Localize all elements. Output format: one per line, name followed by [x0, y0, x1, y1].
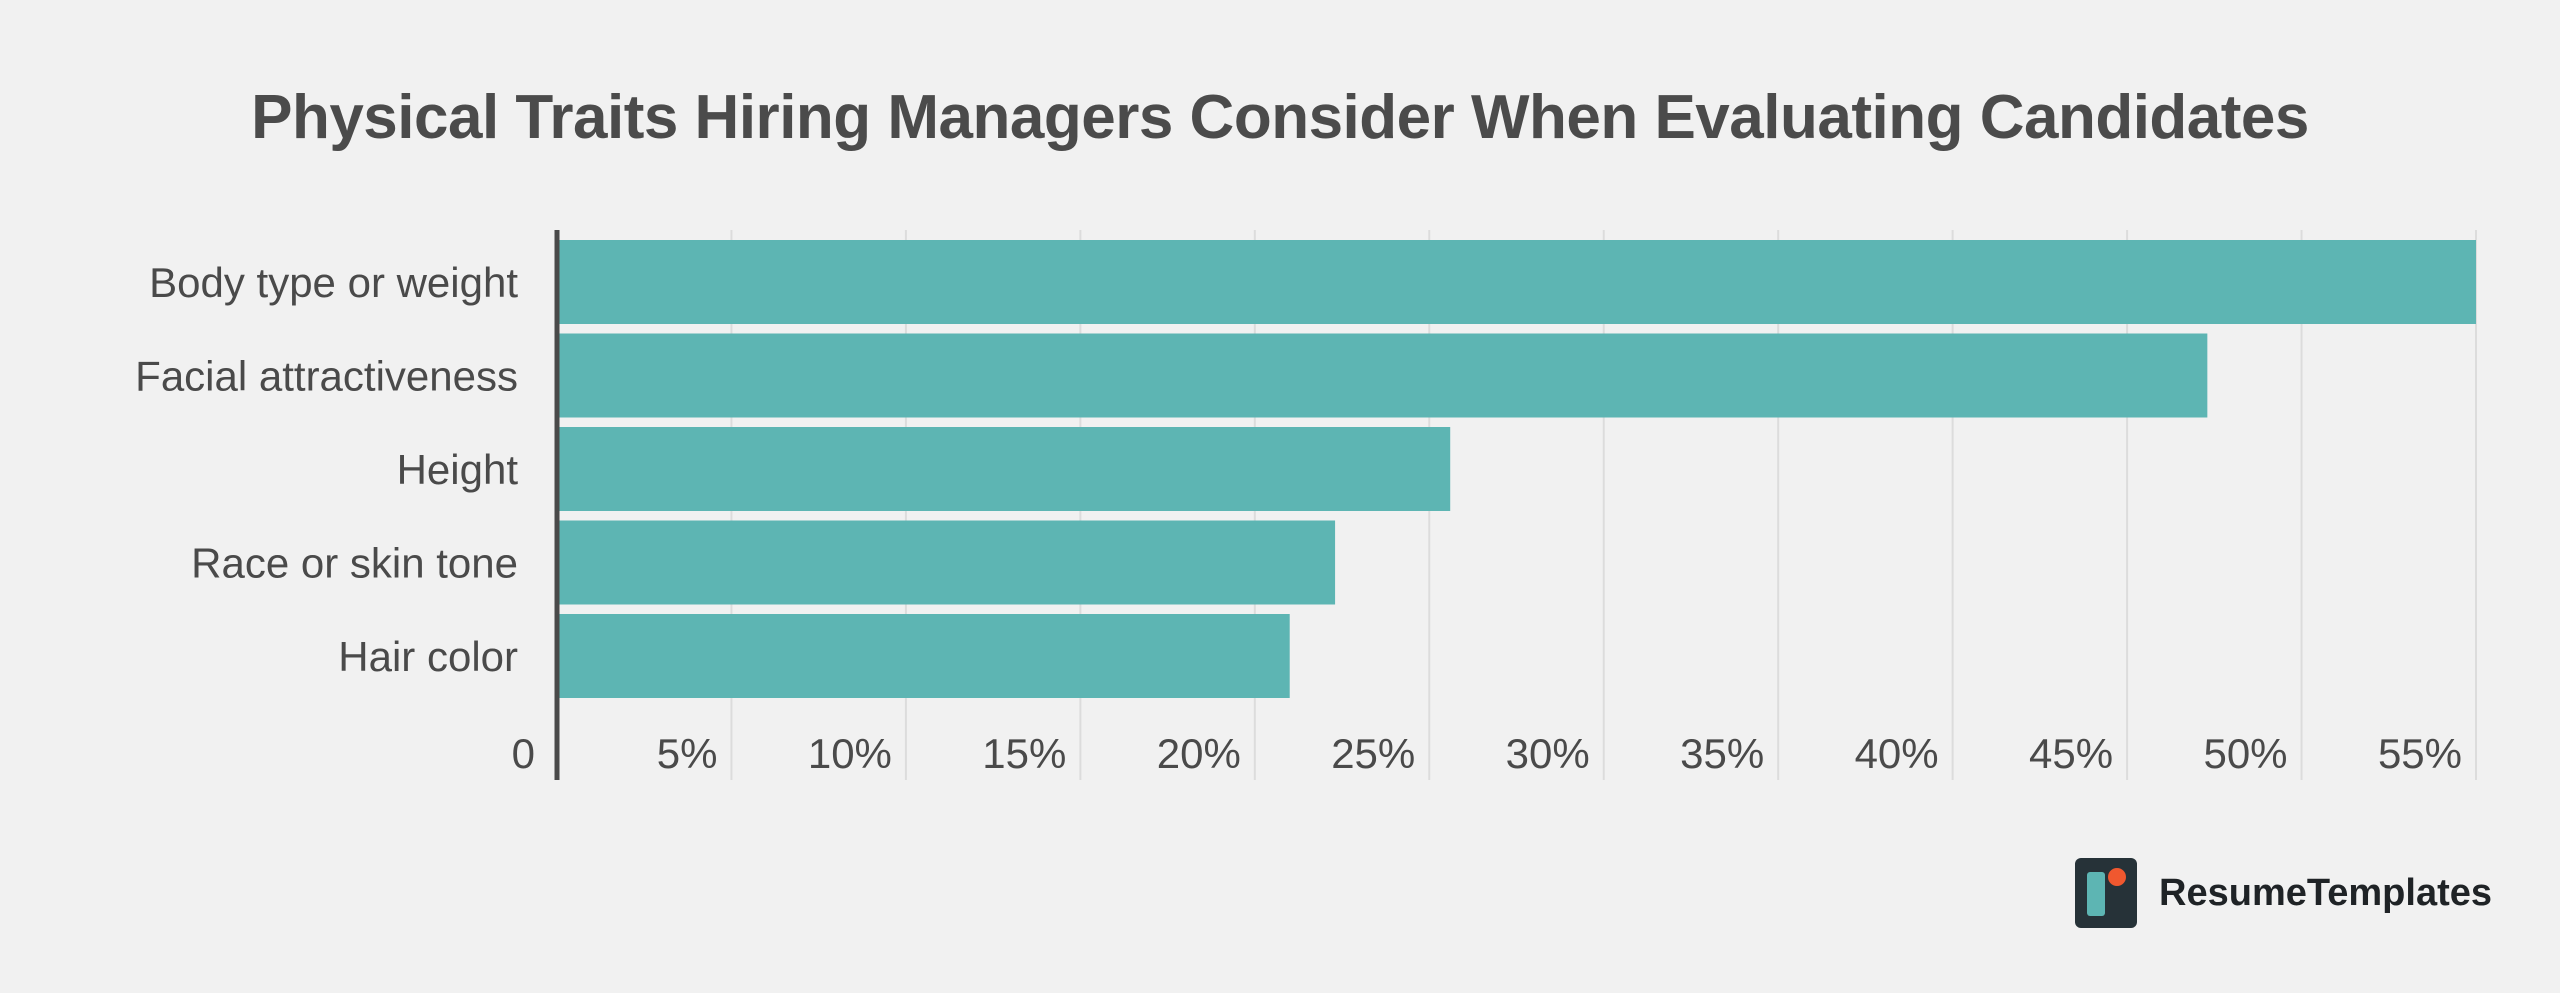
chart-title: Physical Traits Hiring Managers Consider…: [251, 83, 2309, 152]
category-label: Hair color: [338, 633, 518, 680]
bar: [557, 520, 1336, 605]
x-tick-label: 10%: [808, 730, 892, 777]
x-tick-label: 25%: [1331, 730, 1415, 777]
x-tick-label: 30%: [1506, 730, 1590, 777]
bar: [557, 427, 1451, 511]
x-tick-label: 50%: [2203, 730, 2287, 777]
x-tick-label: 45%: [2029, 730, 2113, 777]
x-tick-label: 55%: [2378, 730, 2462, 777]
bar: [557, 333, 2208, 418]
x-tick-label: 40%: [1855, 730, 1939, 777]
x-tick-label: 15%: [982, 730, 1066, 777]
x-tick-label: 5%: [657, 730, 718, 777]
brand-name: ResumeTemplates: [2159, 871, 2492, 914]
category-label: Body type or weight: [149, 259, 518, 306]
bar: [557, 240, 2476, 324]
brand: ResumeTemplates: [2075, 858, 2492, 928]
x-tick-label: 20%: [1157, 730, 1241, 777]
category-label: Race or skin tone: [191, 540, 518, 587]
category-label: Facial attractiveness: [135, 353, 518, 400]
x-tick-label: 0: [512, 730, 535, 777]
x-tick-label: 35%: [1680, 730, 1764, 777]
category-label: Height: [397, 446, 519, 493]
bar: [557, 614, 1290, 698]
resumetemplates-logo-icon: [2075, 858, 2138, 928]
